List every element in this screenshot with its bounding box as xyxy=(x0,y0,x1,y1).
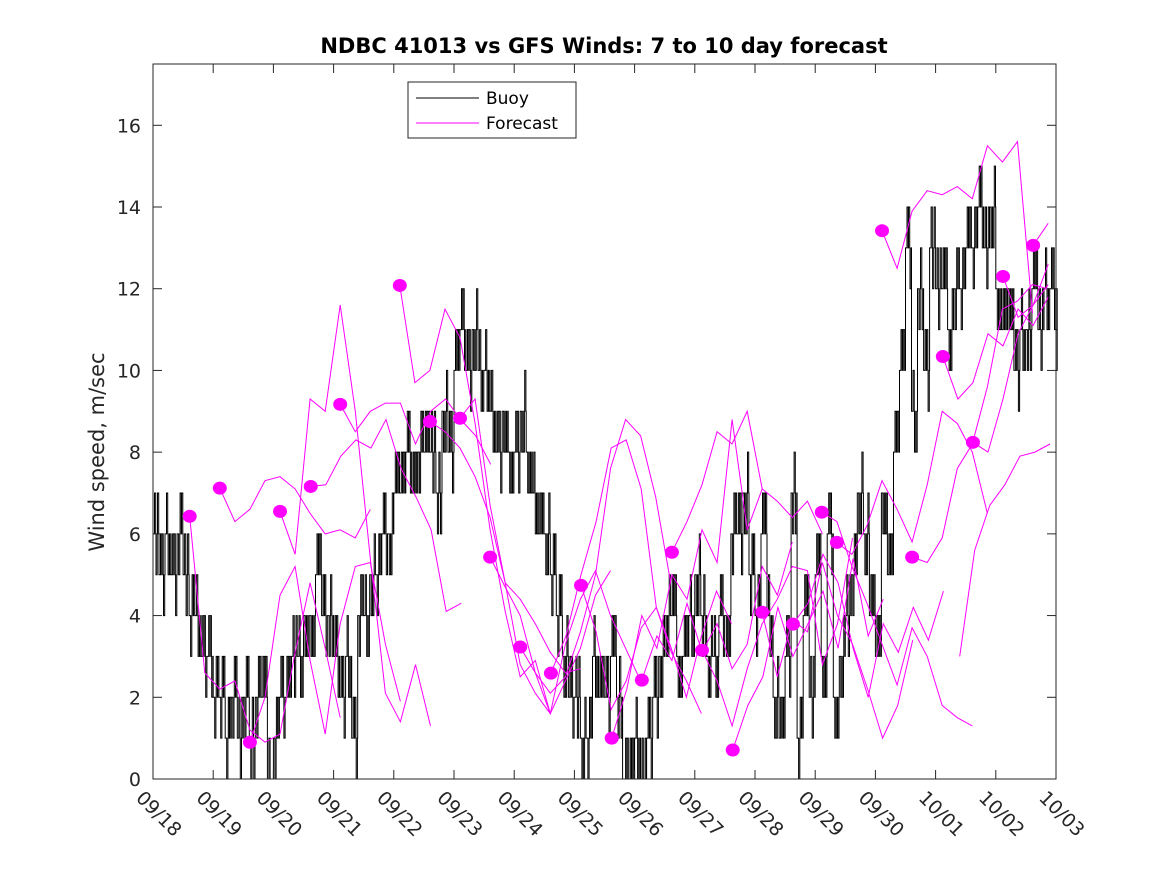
forecast-start-marker xyxy=(604,731,619,745)
forecast-line xyxy=(881,140,1033,314)
x-tick-label: 09/27 xyxy=(673,787,727,841)
forecast-line xyxy=(1002,276,1049,319)
x-tick-label: 09/23 xyxy=(432,787,486,841)
x-tick-label: 09/24 xyxy=(493,787,547,841)
x-tick-label: 10/01 xyxy=(914,787,968,841)
forecast-start-marker xyxy=(483,550,498,564)
x-tick-label: 10/02 xyxy=(974,787,1028,841)
plot-area xyxy=(152,63,1058,780)
y-tick-label: 2 xyxy=(129,687,141,709)
forecast-start-marker xyxy=(755,605,770,619)
forecast-start-marker xyxy=(634,673,649,687)
forecast-start-marker xyxy=(182,509,197,523)
forecast-line xyxy=(732,558,884,751)
forecast-start-marker xyxy=(905,550,920,564)
forecast-start-marker xyxy=(1026,238,1041,252)
forecast-start-marker xyxy=(875,224,890,238)
forecast-line xyxy=(189,516,341,743)
y-tick-label: 10 xyxy=(117,360,141,382)
y-tick-label: 8 xyxy=(129,442,141,464)
forecast-start-marker xyxy=(814,505,829,519)
y-axis-label: Wind speed, m/sec xyxy=(85,352,109,551)
x-tick-label: 09/29 xyxy=(794,787,848,841)
forecast-line xyxy=(489,556,642,716)
forecast-start-marker xyxy=(333,397,348,411)
forecast-start-marker xyxy=(965,435,980,449)
forecast-line xyxy=(761,562,914,740)
y-axis: 0 2 4 6 8 10 12 14 16 xyxy=(117,115,1056,791)
forecast-line xyxy=(792,552,944,698)
forecast-line xyxy=(701,537,853,728)
x-tick-label: 09/26 xyxy=(613,787,667,841)
forecast-line xyxy=(249,561,401,743)
forecast-start-marker xyxy=(303,479,318,493)
chart-title: NDBC 41013 vs GFS Winds: 7 to 10 day for… xyxy=(320,34,887,58)
forecast-start-marker xyxy=(242,735,257,749)
x-tick-label: 10/03 xyxy=(1034,787,1088,841)
plot-frame xyxy=(152,63,1057,780)
forecast-layer xyxy=(189,140,1051,751)
forecast-marker-layer xyxy=(182,224,1041,757)
legend-buoy-label: Buoy xyxy=(486,89,529,109)
legend: Buoy Forecast xyxy=(407,81,577,139)
y-tick-label: 12 xyxy=(117,279,141,301)
forecast-line xyxy=(911,284,1048,564)
x-tick-label: 09/22 xyxy=(372,787,426,841)
x-tick-label: 09/28 xyxy=(733,787,787,841)
x-tick-label: 09/25 xyxy=(553,787,607,841)
forecast-start-marker xyxy=(695,643,710,657)
forecast-line xyxy=(942,296,1049,400)
x-tick-label: 09/21 xyxy=(312,787,366,841)
x-tick-label: 09/20 xyxy=(252,787,306,841)
forecast-line xyxy=(972,264,1049,453)
forecast-start-marker xyxy=(543,666,558,680)
forecast-start-marker xyxy=(422,415,437,428)
forecast-line xyxy=(550,439,702,714)
x-tick-label: 09/19 xyxy=(192,787,246,841)
y-tick-label: 0 xyxy=(129,769,141,791)
legend-box xyxy=(407,81,577,139)
y-axis-label-group: Wind speed, m/sec xyxy=(85,352,109,551)
forecast-line xyxy=(580,585,732,711)
forecast-line xyxy=(671,409,823,553)
forecast-start-marker xyxy=(829,535,844,549)
forecast-line xyxy=(641,541,793,681)
forecast-line xyxy=(836,410,988,556)
x-tick-label: 09/18 xyxy=(131,787,185,841)
forecast-start-marker xyxy=(996,269,1011,283)
forecast-line xyxy=(310,418,462,613)
forecast-line xyxy=(339,398,492,465)
forecast-start-marker xyxy=(392,278,407,292)
y-tick-label: 6 xyxy=(129,524,141,546)
y-tick-label: 16 xyxy=(117,115,141,137)
forecast-start-marker xyxy=(725,743,740,757)
forecast-start-marker xyxy=(935,350,950,364)
forecast-start-marker xyxy=(273,504,288,518)
y-tick-label: 4 xyxy=(129,606,141,628)
forecast-start-marker xyxy=(513,640,528,654)
forecast-start-marker xyxy=(785,617,800,631)
forecast-start-marker xyxy=(212,481,227,495)
forecast-line xyxy=(519,418,672,694)
legend-forecast-label: Forecast xyxy=(486,114,558,134)
y-tick-label: 14 xyxy=(117,197,141,219)
forecast-line xyxy=(611,419,763,739)
x-tick-label: 09/30 xyxy=(854,787,908,841)
forecast-line xyxy=(959,443,1051,657)
forecast-start-marker xyxy=(574,578,589,592)
forecast-start-marker xyxy=(453,411,468,425)
forecast-line xyxy=(399,285,551,714)
forecast-line xyxy=(821,511,973,727)
forecast-line xyxy=(459,397,611,715)
forecast-start-marker xyxy=(664,545,679,559)
forecast-line xyxy=(219,476,371,539)
forecast-line xyxy=(279,305,431,727)
